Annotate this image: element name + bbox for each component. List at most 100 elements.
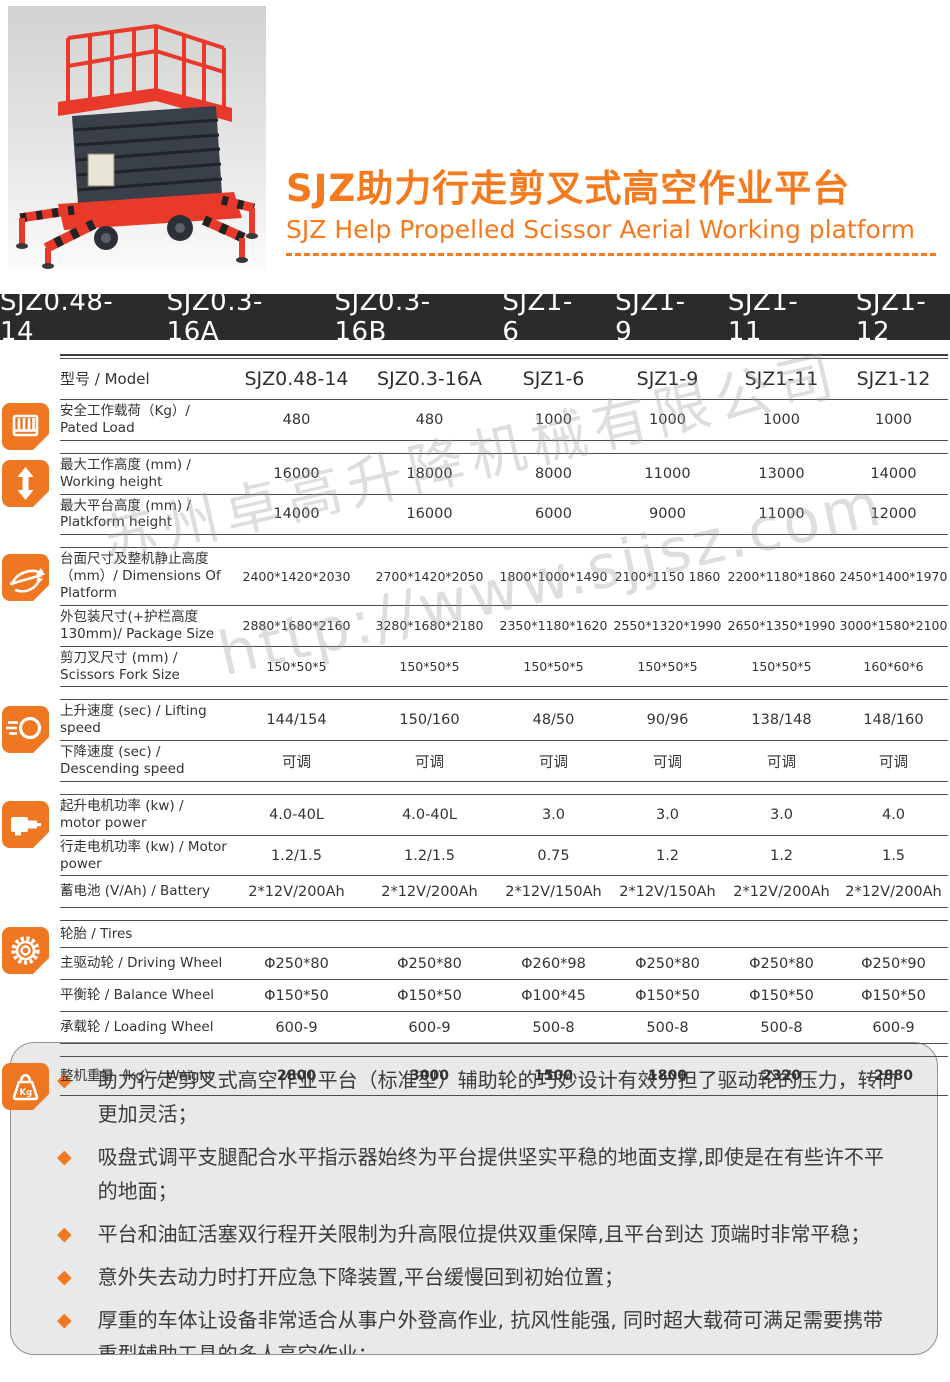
cell: 150/160	[399, 712, 460, 729]
cell: 16000	[406, 506, 453, 523]
cell: 48/50	[532, 712, 575, 729]
cell: 可调	[282, 754, 311, 771]
cell: 1500	[534, 1068, 573, 1085]
cell: 2800	[277, 1068, 316, 1085]
cell: 18000	[406, 465, 453, 482]
cell: 480	[415, 411, 444, 428]
product-photo	[8, 6, 266, 270]
cell: 600-9	[872, 1019, 915, 1036]
section-height: 最大工作高度 (mm) / Working height 16000 18000…	[2, 452, 948, 536]
row-label: 主驱动轮 / Driving Wheel	[60, 955, 223, 972]
row-label: 剪刀叉尺寸 (mm) / Scissors Fork Size	[60, 649, 180, 683]
cell: 1.2/1.5	[270, 847, 322, 864]
cell: SJZ0.3-16A	[377, 368, 482, 390]
cell: SJZ1-6	[522, 368, 585, 390]
cell: SJZ1-11	[744, 368, 819, 390]
table-row: 安全工作载荷（Kg）/ Pated Load 480 480 1000 1000…	[60, 399, 948, 440]
row-label: 型号 / Model	[60, 369, 150, 388]
cell: 0.75	[537, 847, 570, 864]
cell: 1.2/1.5	[403, 847, 455, 864]
table-row-tires-header: 轮胎 / Tires	[60, 921, 948, 947]
cell: Φ250*80	[635, 955, 700, 972]
title-divider-dotted	[286, 253, 936, 256]
page-title-block: SJZ助力行走剪叉式高空作业平台 SJZ Help Propelled Scis…	[286, 158, 938, 256]
cell: 90/96	[646, 712, 689, 729]
page-title-cn: SJZ助力行走剪叉式高空作业平台	[286, 167, 851, 210]
cell: 2400*1420*2030	[242, 569, 351, 585]
cell: 1000	[875, 411, 912, 428]
weight-icon: Kg	[2, 1063, 49, 1111]
cell: 3.0	[541, 806, 566, 823]
cell: 480	[282, 411, 311, 428]
table-row: 整机重量（kg）/ Weight 2800 3000 1500 1800 232…	[60, 1057, 948, 1095]
cell: 6000	[535, 506, 572, 523]
cell: 150*50*5	[399, 659, 460, 674]
model-name: SJZ1-6	[502, 287, 573, 347]
row-label: 轮胎 / Tires	[60, 925, 133, 942]
feature-text: 意外失去动力时打开应急下降装置,平台缓慢回到初始位置；	[97, 1265, 624, 1289]
cell: 160*60*6	[863, 659, 924, 674]
row-label: 上升速度 (sec) / Lifting speed	[60, 703, 207, 737]
cell: 9000	[649, 506, 686, 523]
model-name: SJZ0.48-14	[0, 287, 114, 347]
spec-table: 型号 / Model SJZ0.48-14 SJZ0.3-16A SJZ1-6 …	[2, 354, 948, 1111]
cell: 11000	[644, 465, 691, 482]
cell: 1800	[648, 1068, 687, 1085]
svg-text:Kg: Kg	[20, 1088, 33, 1098]
cell: 1000	[649, 411, 686, 428]
table-row: 蓄电池 (V/Ah) / Battery 2*12V/200Ah 2*12V/2…	[60, 875, 948, 907]
diamond-bullet-icon: ◆	[57, 1146, 72, 1168]
cell: 8000	[535, 465, 572, 482]
speed-icon	[2, 706, 49, 754]
row-label: 整机重量（kg）/ Weight	[60, 1067, 214, 1084]
cell: SJZ1-12	[856, 368, 931, 390]
cell: 500-8	[760, 1019, 803, 1036]
table-row: 下降速度 (sec) / Descending speed 可调 可调 可调 可…	[60, 740, 948, 781]
feature-list: ◆ 助力行走剪叉式高空作业平台（标准型）辅助轮的巧妙设计有效分担了驱动轮的压力，…	[11, 1043, 937, 1354]
diamond-bullet-icon: ◆	[57, 1069, 72, 1091]
cell: Φ260*98	[521, 955, 586, 972]
model-name: SJZ1-11	[727, 287, 799, 347]
feature-item: ◆ 平台和油缸活塞双行程开关限制为升高限位提供双重保障,且平台到达 顶端时非常平…	[57, 1217, 899, 1251]
table-row: 最大工作高度 (mm) / Working height 16000 18000…	[60, 454, 948, 494]
cell: 3.0	[769, 806, 794, 823]
feature-text: 吸盘式调平支腿配合水平指示器始终为平台提供坚实平稳的地面支撑,即使是在有些许不平…	[97, 1145, 884, 1203]
model-name: SJZ0.3-16B	[334, 287, 431, 347]
cell: 150*50*5	[751, 659, 812, 674]
section-payload: 型号 / Model SJZ0.48-14 SJZ0.3-16A SJZ1-6 …	[2, 354, 948, 450]
feature-item: ◆ 意外失去动力时打开应急下降装置,平台缓慢回到初始位置；	[57, 1260, 899, 1294]
cell: 13000	[758, 465, 805, 482]
cell: 2880*1680*2160	[242, 618, 351, 634]
table-row: 平衡轮 / Balance Wheel Φ150*50 Φ150*50 Φ100…	[60, 979, 948, 1011]
scissor-lift-illustration	[16, 23, 258, 269]
cell: 4.0	[881, 806, 906, 823]
row-label: 安全工作载荷（Kg）/ Pated Load	[60, 403, 190, 436]
table-row: 剪刀叉尺寸 (mm) / Scissors Fork Size 150*50*5…	[60, 645, 948, 687]
tires-icon	[2, 927, 49, 975]
cell: 600-9	[275, 1019, 318, 1036]
row-label: 台面尺寸及整机静止高度（mm）/ Dimensions Of Platform	[60, 551, 221, 601]
cell: SJZ1-9	[636, 368, 699, 390]
cell: 1.2	[769, 847, 794, 864]
page-title-en: SJZ Help Propelled Scissor Aerial Workin…	[286, 215, 916, 244]
features-panel: ◆ 助力行走剪叉式高空作业平台（标准型）辅助轮的巧妙设计有效分担了驱动轮的压力，…	[10, 1042, 938, 1355]
section-dimensions: 台面尺寸及整机静止高度（mm）/ Dimensions Of Platform …	[2, 547, 948, 688]
cell: 138/148	[751, 712, 812, 729]
row-label: 最大平台高度 (mm) / Platkform height	[60, 497, 191, 531]
cell: 148/160	[863, 712, 924, 729]
row-label: 下降速度 (sec) / Descending speed	[60, 744, 185, 777]
cell: Φ250*90	[861, 955, 926, 972]
cell: 3000*1580*2100	[839, 618, 948, 634]
motor-icon	[2, 800, 49, 848]
cell: 3000	[410, 1068, 449, 1085]
cell: 1000	[763, 411, 800, 428]
cell: 2*12V/200Ah	[845, 883, 942, 900]
cell: 14000	[273, 506, 320, 523]
cell: Φ150*50	[861, 987, 926, 1004]
cell: 2350*1180*1620	[499, 618, 608, 634]
cell: 150*50*5	[266, 659, 327, 674]
row-label: 蓄电池 (V/Ah) / Battery	[60, 883, 210, 900]
model-name: SJZ0.3-16A	[166, 287, 263, 347]
feature-item: ◆ 助力行走剪叉式高空作业平台（标准型）辅助轮的巧妙设计有效分担了驱动轮的压力，…	[57, 1063, 899, 1131]
table-row: 外包装尺寸(+护栏高度130mm)/ Package Size 2880*168…	[60, 604, 948, 646]
